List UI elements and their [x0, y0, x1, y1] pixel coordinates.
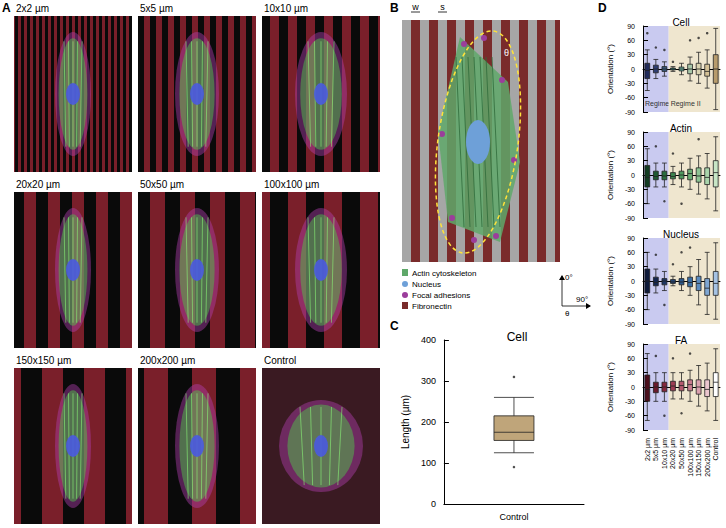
svg-text:FA: FA — [675, 335, 688, 346]
svg-text:90°: 90° — [576, 295, 588, 304]
svg-text:0: 0 — [631, 172, 635, 179]
svg-text:-30: -30 — [625, 398, 635, 405]
svg-text:0: 0 — [631, 278, 635, 285]
svg-text:90: 90 — [627, 129, 635, 136]
svg-text:-60: -60 — [625, 412, 635, 419]
svg-text:20x20 µm: 20x20 µm — [16, 179, 60, 190]
svg-text:Cell: Cell — [507, 330, 528, 344]
svg-text:Nucleus: Nucleus — [663, 229, 699, 240]
svg-text:Actin: Actin — [670, 123, 692, 134]
svg-text:10x10 µm: 10x10 µm — [661, 438, 669, 469]
svg-text:0°: 0° — [565, 273, 573, 282]
svg-text:100x100 µm: 100x100 µm — [687, 438, 695, 477]
svg-text:300: 300 — [421, 376, 436, 386]
svg-text:50x50 µm: 50x50 µm — [140, 179, 184, 190]
svg-text:-90: -90 — [625, 109, 635, 116]
svg-text:-30: -30 — [625, 186, 635, 193]
svg-text:Control: Control — [264, 355, 296, 366]
svg-text:5x5 µm: 5x5 µm — [652, 438, 660, 461]
svg-text:-60: -60 — [625, 200, 635, 207]
svg-text:w: w — [411, 2, 419, 12]
svg-text:200x200 µm: 200x200 µm — [140, 355, 195, 366]
svg-text:D: D — [598, 1, 607, 15]
svg-text:Orientation (°): Orientation (°) — [606, 150, 615, 200]
svg-text:C: C — [390, 319, 399, 333]
svg-text:90: 90 — [627, 235, 635, 242]
svg-text:Orientation (°): Orientation (°) — [606, 44, 615, 94]
svg-text:100x100 µm: 100x100 µm — [264, 179, 319, 190]
svg-text:200: 200 — [421, 417, 436, 427]
svg-text:A: A — [2, 1, 11, 15]
svg-text:-60: -60 — [625, 306, 635, 313]
svg-text:150x150 µm: 150x150 µm — [695, 438, 703, 477]
svg-text:Fibronectin: Fibronectin — [412, 302, 452, 311]
svg-text:-90: -90 — [625, 321, 635, 328]
svg-text:Regime I: Regime I — [645, 100, 673, 107]
svg-text:50x50 µm: 50x50 µm — [678, 438, 686, 469]
svg-text:2x2 µm: 2x2 µm — [644, 438, 652, 461]
svg-text:30: 30 — [627, 369, 635, 376]
svg-text:Orientation (°): Orientation (°) — [606, 256, 615, 306]
svg-text:5x5 µm: 5x5 µm — [140, 3, 173, 14]
svg-text:150x150 µm: 150x150 µm — [16, 355, 71, 366]
svg-text:-60: -60 — [625, 94, 635, 101]
svg-text:Actin cytoskeleton: Actin cytoskeleton — [412, 269, 476, 278]
svg-text:60: 60 — [627, 37, 635, 44]
svg-text:s: s — [440, 2, 445, 12]
svg-text:100: 100 — [421, 458, 436, 468]
svg-text:30: 30 — [627, 51, 635, 58]
svg-text:400: 400 — [421, 335, 436, 345]
svg-text:Focal adhesions: Focal adhesions — [412, 291, 470, 300]
svg-text:60: 60 — [627, 355, 635, 362]
svg-text:-90: -90 — [625, 427, 635, 434]
svg-text:60: 60 — [627, 143, 635, 150]
svg-text:Orientation (°): Orientation (°) — [606, 362, 615, 412]
svg-text:B: B — [390, 1, 399, 15]
svg-text:Control: Control — [712, 438, 719, 461]
svg-text:-90: -90 — [625, 215, 635, 222]
svg-text:θ: θ — [504, 48, 509, 58]
svg-text:0: 0 — [631, 66, 635, 73]
svg-text:2x2 µm: 2x2 µm — [16, 3, 49, 14]
svg-text:Cell: Cell — [672, 17, 689, 28]
svg-text:0: 0 — [431, 499, 436, 509]
svg-text:10x10 µm: 10x10 µm — [264, 3, 308, 14]
svg-text:θ: θ — [565, 309, 570, 318]
svg-text:90: 90 — [627, 341, 635, 348]
svg-text:Nucleus: Nucleus — [412, 280, 441, 289]
svg-text:Length (µm): Length (µm) — [400, 395, 411, 449]
svg-text:0: 0 — [631, 384, 635, 391]
svg-text:90: 90 — [627, 23, 635, 30]
svg-text:-30: -30 — [625, 292, 635, 299]
svg-text:200x200 µm: 200x200 µm — [704, 438, 712, 477]
svg-text:Control: Control — [499, 512, 528, 522]
svg-text:30: 30 — [627, 263, 635, 270]
svg-text:20x20 µm: 20x20 µm — [669, 438, 677, 469]
svg-text:-30: -30 — [625, 80, 635, 87]
svg-text:30: 30 — [627, 157, 635, 164]
svg-text:Regime II: Regime II — [671, 100, 701, 108]
svg-text:60: 60 — [627, 249, 635, 256]
